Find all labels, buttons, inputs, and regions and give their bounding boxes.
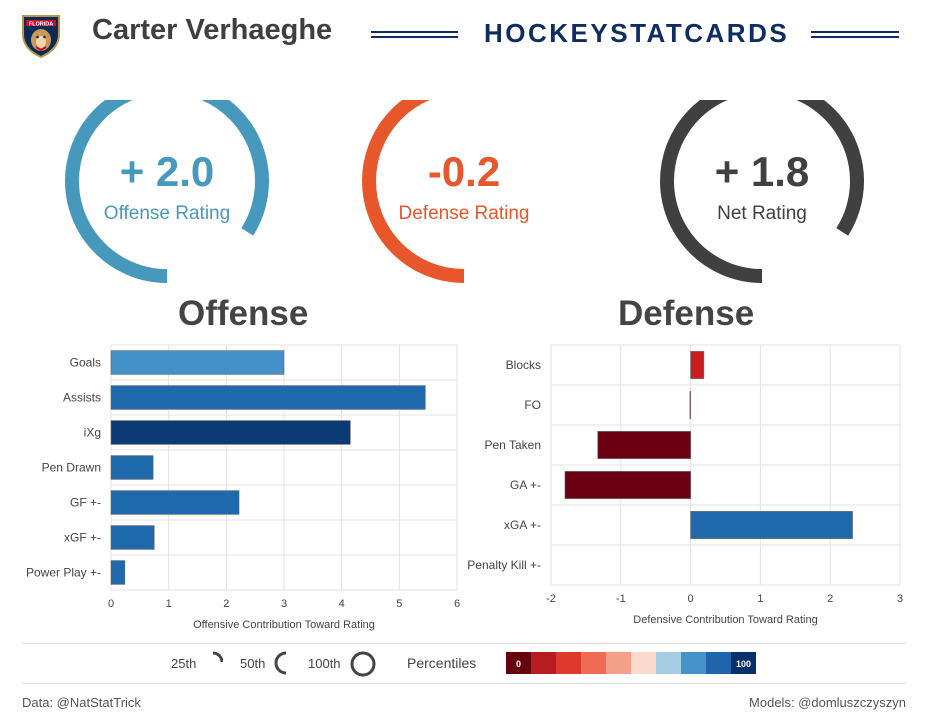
offense-chart: 0 1 2 3 4 5 6 Goals Assists iXg Pen Drawn GF +- xGF … (26, 344, 460, 631)
bar (110, 525, 155, 550)
x-tick-label: 5 (396, 598, 402, 610)
header-rule-left-top (371, 31, 458, 33)
legend-50th-label: 50th (240, 656, 266, 671)
legend-25th-ring (212, 651, 223, 663)
legend-100th-ring (350, 651, 376, 677)
offense-section-title: Offense (178, 294, 309, 333)
offense-rating-ring (65, 100, 269, 283)
x-tick-label: 6 (454, 598, 460, 610)
scale-swatch (706, 652, 732, 674)
scale-max-label: 100 (736, 659, 751, 669)
scale-swatch (506, 652, 532, 674)
category-label: Pen Taken (485, 438, 542, 452)
net-rating-label: Net Rating (717, 203, 807, 224)
defense-rating-value: -0.2 (428, 148, 500, 195)
category-label: iXg (84, 426, 101, 440)
bar (110, 455, 154, 480)
legend-divider-bottom (22, 683, 906, 684)
category-label: Penalty Kill +- (467, 558, 541, 572)
svg-text:FLORIDA: FLORIDA (29, 22, 53, 28)
bar (110, 420, 351, 445)
category-label: Goals (70, 356, 101, 370)
category-label: Blocks (506, 358, 541, 372)
team-logo: FLORIDA (19, 12, 63, 59)
x-tick-label: 3 (897, 593, 903, 605)
models-credit: Models: @domluszczyszyn (749, 695, 906, 710)
defense-rating-label: Defense Rating (399, 203, 530, 224)
category-label: xGF +- (64, 531, 101, 545)
net-rating-ring (660, 100, 864, 283)
defense-rating-ring (362, 100, 465, 283)
offense-rating-value: + 2.0 (120, 148, 215, 195)
scale-swatch (556, 652, 582, 674)
legend-100th-label: 100th (308, 656, 341, 671)
x-tick-label: 2 (827, 593, 833, 605)
legend-divider-top (22, 643, 906, 644)
category-label: Assists (63, 391, 101, 405)
scale-swatch (631, 652, 657, 674)
brand-title: HOCKEYSTATCARDS (484, 18, 790, 48)
bar (110, 560, 126, 585)
x-tick-label: 4 (339, 598, 345, 610)
legend-25th-label: 25th (171, 656, 197, 671)
defense-chart: -2 -1 0 1 2 3 Blocks FO Pen Taken GA +- xGA +- Pena… (467, 344, 903, 626)
net-rating-value: + 1.8 (715, 148, 810, 195)
bar (110, 350, 285, 375)
scale-swatch (656, 652, 682, 674)
scale-swatch (606, 652, 632, 674)
header-rule-left-bottom (371, 36, 458, 38)
player-name: Carter Verhaeghe (92, 14, 333, 46)
x-tick-label: 1 (757, 593, 763, 605)
bar (564, 471, 691, 499)
header-rule-right-top (811, 31, 899, 33)
x-axis-title: Offensive Contribution Toward Rating (193, 619, 375, 631)
legend-50th-ring (274, 651, 287, 675)
x-tick-label: 1 (166, 598, 172, 610)
scale-swatch (531, 652, 557, 674)
x-axis-title: Defensive Contribution Toward Rating (633, 614, 817, 626)
x-tick-label: -1 (616, 593, 626, 605)
defense-rating-card: -0.2 Defense Rating (362, 100, 530, 283)
x-tick-label: -2 (546, 593, 556, 605)
scale-min-label: 0 (516, 659, 521, 669)
ratings-panel: + 2.0 Offense Rating -0.2 Defense Rating… (65, 100, 864, 283)
x-tick-label: 0 (108, 598, 114, 610)
offense-rating-card: + 2.0 Offense Rating (65, 100, 269, 283)
bar (110, 490, 240, 515)
bar (690, 351, 705, 379)
category-label: Power Play +- (26, 566, 101, 580)
x-tick-label: 2 (223, 598, 229, 610)
x-tick-label: 0 (688, 593, 694, 605)
scale-swatch (731, 652, 756, 674)
data-credit: Data: @NatStatTrick (22, 695, 141, 710)
percentiles-label: Percentiles (407, 655, 477, 671)
category-label: GA +- (510, 478, 541, 492)
scale-swatch (581, 652, 607, 674)
bar (690, 511, 853, 539)
net-rating-card: + 1.8 Net Rating (660, 100, 864, 283)
bar (110, 385, 426, 410)
bar (689, 391, 691, 419)
category-label: FO (524, 398, 541, 412)
header-rule-right-bottom (811, 36, 899, 38)
category-label: Pen Drawn (42, 461, 101, 475)
x-tick-label: 3 (281, 598, 287, 610)
percentile-color-scale: 0 100 (506, 652, 756, 674)
offense-rating-label: Offense Rating (104, 203, 230, 224)
bar (597, 431, 691, 459)
category-label: GF +- (70, 496, 101, 510)
category-label: xGA +- (504, 518, 541, 532)
defense-section-title: Defense (618, 294, 755, 333)
scale-swatch (681, 652, 707, 674)
